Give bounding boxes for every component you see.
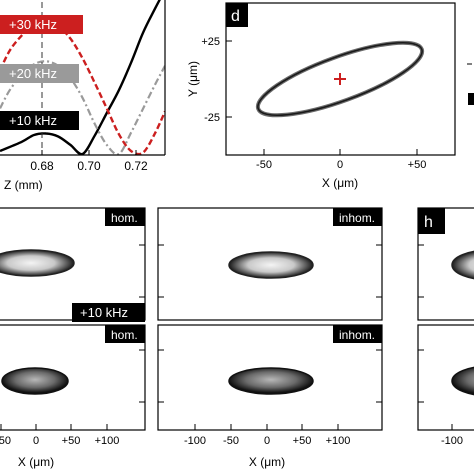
col1-x-tick-label: -50 (0, 435, 11, 447)
col2-bottom-frame (157, 324, 383, 431)
col1-x-tick-label: 0 (33, 435, 39, 447)
col3-top-frame (417, 207, 474, 321)
panel-h-letter: h (424, 214, 433, 231)
label-20khz: +20 kHz (9, 66, 57, 81)
panel-col3: h -100 (417, 207, 474, 447)
panel-c-tick-label: 0.70 (77, 159, 101, 173)
col3-x-tick-label: -100 (441, 435, 463, 447)
panel-d-x-tick-label: +50 (408, 159, 427, 171)
panel-d-y-tick-label: +25 (201, 36, 220, 48)
cropped-marker (468, 93, 474, 105)
col1-x-tick-label: +100 (95, 435, 120, 447)
panel-d-x-tick-label: -50 (256, 159, 272, 171)
label-30khz: +30 kHz (9, 17, 57, 32)
col2-bottom-tag: inhom. (339, 328, 375, 342)
col1-bottom-cloud (1, 367, 69, 395)
panel-d: d +25 -25 Y (μm) -50 0 +50 X (μm) (186, 2, 474, 190)
panel-d-y-tick-label: -25 (204, 112, 220, 124)
label-box-10khz (0, 111, 79, 130)
panel-h-letter-box (418, 208, 445, 234)
center-marker-icon (334, 73, 346, 85)
panel-c-tick-label: 0.68 (30, 159, 54, 173)
col2-top-tag: inhom. (339, 211, 375, 225)
col2-x-tick-label: 0 (264, 435, 270, 447)
col1-bottom-tag-box (105, 325, 145, 343)
ring-trace-core (257, 41, 423, 117)
label-box-20khz (0, 64, 79, 83)
col1-x-axis-label: X (μm) (18, 455, 54, 469)
panel-d-x-axis-label: X (μm) (322, 176, 358, 190)
series-line-10khz (0, 0, 161, 156)
panel-d-letter-box (226, 3, 248, 27)
col2-x-tick-label: +50 (293, 435, 312, 447)
col2-bottom-tag-box (333, 325, 382, 343)
col2-top-tag-box (333, 208, 382, 226)
panel-d-x-tick-label: 0 (337, 159, 343, 171)
col2-x-tick-label: -100 (184, 435, 206, 447)
col2-top-frame (157, 207, 383, 321)
col1-top-tag: hom. (111, 211, 138, 225)
col1-top-frame (0, 207, 146, 321)
panel-d-y-axis-label: Y (μm) (186, 61, 200, 97)
col3-bottom-frame (417, 324, 474, 431)
label-box-30khz (0, 15, 83, 34)
col2-x-axis-label: X (μm) (249, 455, 285, 469)
panel-col2: inhom. inhom. -100 -50 0 +50 +100 X (μm) (157, 207, 383, 469)
col1-top-tag-box (105, 208, 145, 226)
col2-x-tick-label: +100 (326, 435, 351, 447)
panel-col1: hom. +10 kHz hom. -50 0 +50 +100 X (μm) (0, 207, 146, 469)
freq-label: +10 kHz (80, 305, 128, 320)
panel-c: 0.68 0.70 0.72 Z (mm) +30 kHz +20 kHz +1… (0, 0, 166, 192)
col1-top-cloud (0, 249, 75, 277)
col1-bottom-tag: hom. (111, 328, 138, 342)
col3-bottom-cloud (451, 366, 474, 396)
col2-top-cloud (228, 251, 314, 279)
col2-x-tick-label: -50 (223, 435, 239, 447)
panel-d-letter: d (231, 8, 240, 25)
col3-top-cloud (451, 250, 474, 280)
col2-bottom-cloud (228, 367, 314, 395)
freq-label-box (72, 303, 145, 322)
col1-x-tick-label: +50 (62, 435, 81, 447)
label-10khz: +10 kHz (9, 113, 57, 128)
panel-c-x-axis-label: Z (mm) (4, 178, 43, 192)
panel-c-tick-label: 0.72 (124, 159, 148, 173)
